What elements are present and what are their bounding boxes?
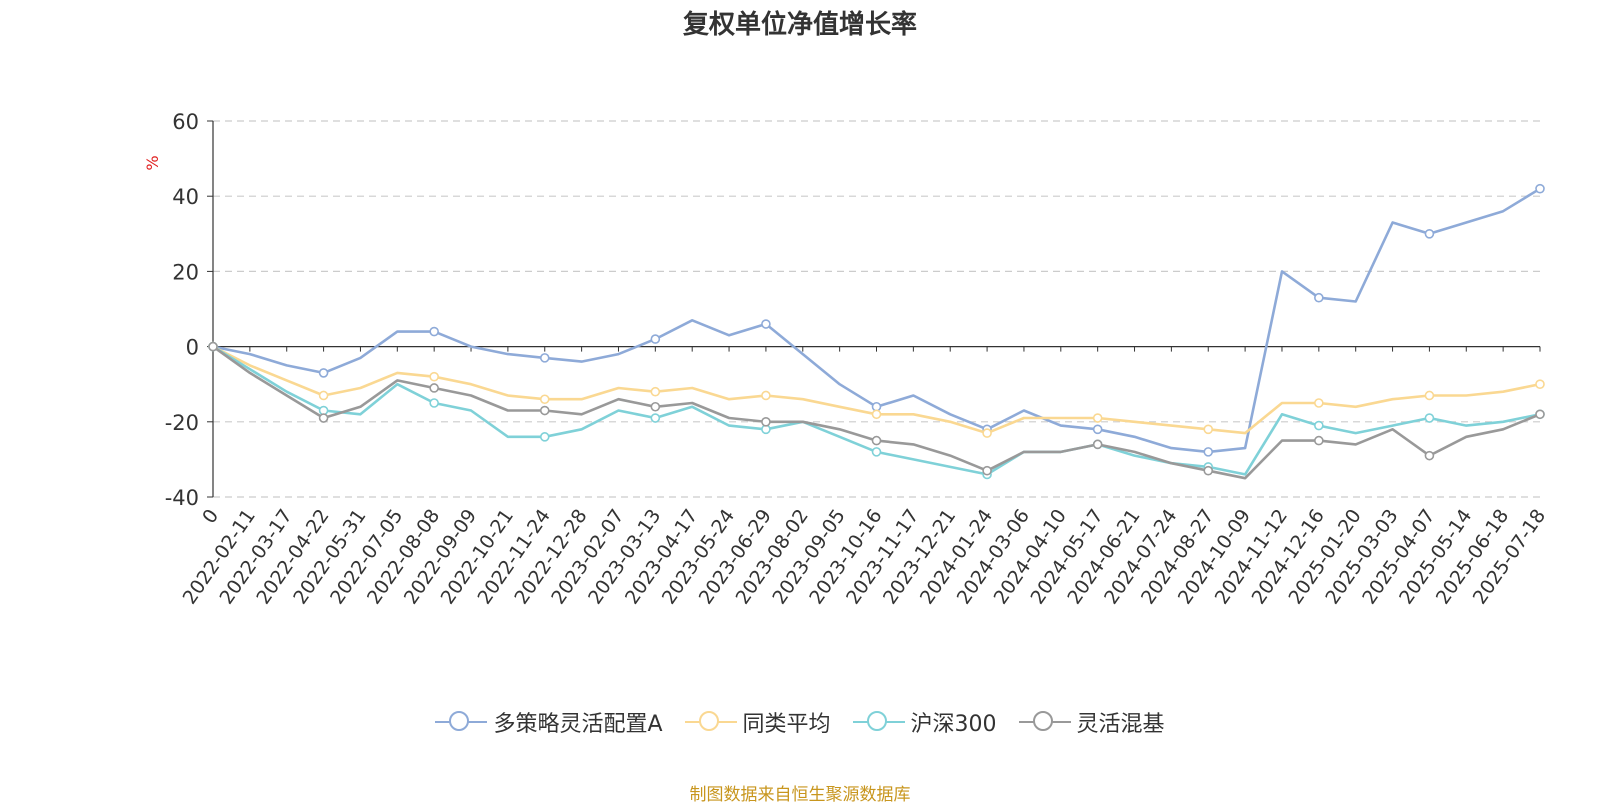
data-point bbox=[650, 386, 661, 397]
data-point bbox=[318, 368, 329, 378]
legend-marker-icon bbox=[684, 710, 737, 734]
data-point bbox=[1092, 424, 1103, 435]
data-point bbox=[871, 435, 882, 446]
data-point bbox=[1314, 398, 1324, 408]
data-point bbox=[871, 447, 882, 457]
legend-label: 灵活混基 bbox=[1076, 712, 1165, 737]
data-point bbox=[429, 398, 439, 408]
legend-item-3[interactable]: 沪深300 bbox=[852, 706, 997, 738]
legend-label: 多策略灵活配置A bbox=[493, 712, 663, 737]
y-tick-label: 20 bbox=[172, 260, 199, 284]
data-point bbox=[871, 409, 882, 420]
series-line-2 bbox=[212, 345, 1541, 435]
legend-item-4[interactable]: 灵活混基 bbox=[1018, 706, 1165, 738]
legend-label: 同类平均 bbox=[742, 712, 831, 737]
data-point bbox=[1092, 439, 1103, 450]
data-point bbox=[539, 353, 550, 363]
data-point bbox=[318, 390, 329, 401]
source-note: 制图数据来自恒生聚源数据库 bbox=[689, 785, 911, 805]
legend-item-1[interactable]: 多策略灵活配置A bbox=[435, 706, 663, 738]
legend-label: 沪深300 bbox=[910, 712, 997, 737]
x-tick-label: 0 bbox=[198, 505, 223, 528]
data-point bbox=[1092, 413, 1103, 423]
legend-marker-icon bbox=[1018, 710, 1071, 734]
data-point bbox=[650, 334, 661, 344]
data-point bbox=[761, 319, 771, 329]
data-point bbox=[1203, 465, 1214, 476]
data-point bbox=[1424, 390, 1435, 401]
y-tick-label: -40 bbox=[165, 486, 199, 510]
y-tick-label: 0 bbox=[186, 336, 199, 360]
data-point bbox=[1314, 435, 1324, 446]
data-point bbox=[1424, 229, 1435, 239]
data-point bbox=[1535, 379, 1545, 390]
legend-marker-icon bbox=[435, 710, 488, 734]
y-tick-label: -20 bbox=[165, 411, 199, 435]
data-point bbox=[1535, 409, 1545, 420]
data-point bbox=[1314, 292, 1324, 303]
data-point bbox=[1424, 450, 1435, 461]
chart-title: 复权单位净值增长率 bbox=[682, 10, 917, 40]
y-tick-label: 40 bbox=[172, 185, 199, 209]
data-point bbox=[208, 341, 218, 352]
data-point bbox=[429, 383, 439, 393]
data-point bbox=[761, 416, 771, 427]
data-point bbox=[1314, 420, 1324, 431]
data-point bbox=[1203, 424, 1214, 435]
legend: 多策略灵活配置A 同类平均 沪深300 灵活混基 bbox=[0, 706, 1600, 738]
legend-marker-icon bbox=[852, 710, 905, 734]
data-point bbox=[429, 326, 439, 337]
data-point bbox=[318, 413, 329, 423]
data-point bbox=[539, 405, 550, 416]
data-point bbox=[650, 413, 661, 423]
data-point bbox=[761, 390, 771, 401]
data-point bbox=[429, 371, 439, 382]
data-point bbox=[1535, 183, 1545, 194]
data-point bbox=[982, 465, 992, 476]
data-point bbox=[1203, 447, 1214, 457]
y-axis-label: % bbox=[143, 155, 162, 170]
data-point bbox=[1424, 413, 1435, 423]
data-point bbox=[539, 432, 550, 442]
y-tick-label: 60 bbox=[172, 110, 199, 134]
legend-item-2[interactable]: 同类平均 bbox=[684, 706, 831, 738]
data-point bbox=[539, 394, 550, 405]
data-point bbox=[982, 428, 992, 438]
data-point bbox=[650, 401, 661, 412]
